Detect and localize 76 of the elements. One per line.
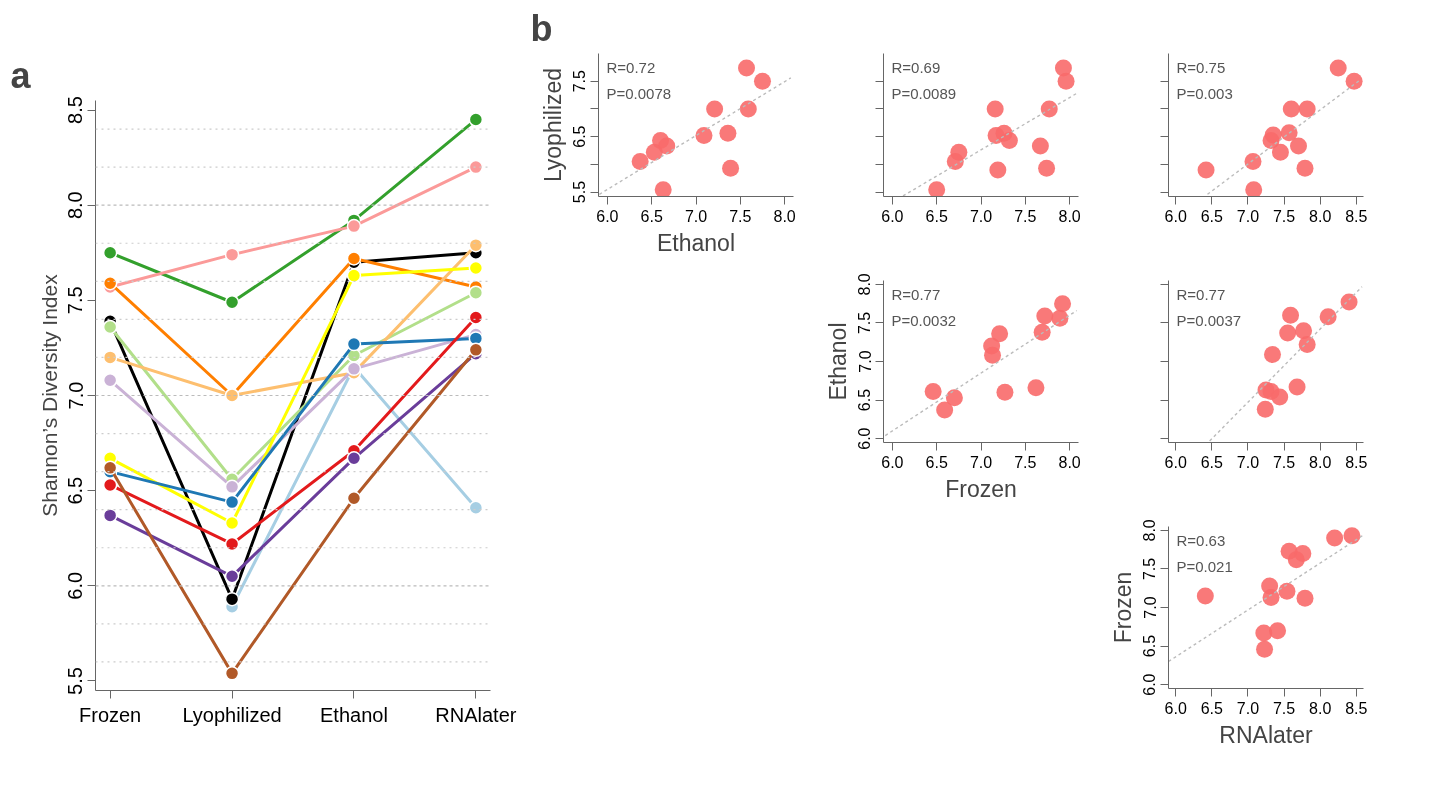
x-tick-label: 7.0 xyxy=(969,453,993,471)
x-tick-label: 6.0 xyxy=(881,207,904,225)
annotation: P=0.021 xyxy=(1176,557,1233,575)
y-tick-label: 5.5 xyxy=(571,180,589,204)
x-tick-label: 8.0 xyxy=(773,207,796,225)
y-tick-label: 7.5 xyxy=(856,311,874,335)
y-tick-label: 6.5 xyxy=(64,476,87,505)
annotation: R=0.69 xyxy=(891,58,941,76)
x-axis-title: Ethanol xyxy=(657,229,736,256)
y-tick-label: 5.5 xyxy=(64,667,87,695)
y-tick-label: 8.0 xyxy=(1141,519,1159,542)
y-tick-label: 7.5 xyxy=(64,286,87,315)
x-tick-label: 7.5 xyxy=(1014,207,1037,225)
x-tick-label: 8.5 xyxy=(1345,453,1368,471)
x-tick-label: RNAlater xyxy=(435,703,517,726)
y-tick-label: 8.5 xyxy=(64,96,87,124)
y-tick-label: 6.5 xyxy=(571,125,589,148)
x-tick-label: 7.5 xyxy=(1014,453,1037,471)
x-tick-label: 6.0 xyxy=(1164,207,1187,225)
annotation: P=0.0089 xyxy=(891,84,957,102)
x-tick-label: 7.5 xyxy=(729,207,752,225)
x-tick-label: 6.5 xyxy=(1200,699,1224,717)
annotation: P=0.0037 xyxy=(1176,311,1242,329)
annotation: R=0.77 xyxy=(1176,285,1226,303)
x-tick-label: 6.5 xyxy=(640,207,663,225)
chart-title: a xyxy=(10,54,32,96)
x-tick-label: 8.5 xyxy=(1345,207,1368,225)
x-tick-label: 6.0 xyxy=(881,453,904,471)
x-tick-label: 6.5 xyxy=(925,207,948,225)
x-tick-label: 8.5 xyxy=(1345,699,1368,717)
y-tick-label: 7.0 xyxy=(1141,596,1159,619)
x-tick-label: 7.5 xyxy=(1272,453,1296,471)
x-tick-label: 7.5 xyxy=(1272,699,1296,717)
x-tick-label: Lyophilized xyxy=(182,703,282,726)
annotation: R=0.75 xyxy=(1176,58,1226,76)
annotation: P=0.003 xyxy=(1176,84,1233,102)
x-tick-label: 6.5 xyxy=(1200,207,1224,225)
y-tick-label: 8.0 xyxy=(856,273,874,296)
x-tick-label: 8.0 xyxy=(1309,699,1332,717)
y-tick-label: 6.0 xyxy=(64,571,87,600)
annotation: R=0.72 xyxy=(606,58,656,76)
x-tick-label: 8.0 xyxy=(1309,453,1332,471)
x-tick-label: 8.0 xyxy=(1058,207,1081,225)
y-tick-label: 6.0 xyxy=(856,427,874,450)
y-tick-label: 7.0 xyxy=(856,350,874,373)
y-tick-label: 7.5 xyxy=(571,69,589,93)
y-axis-title: Shannon’s Diversity Index xyxy=(37,273,61,517)
x-tick-label: Frozen xyxy=(79,703,142,726)
chart-title: b xyxy=(530,7,553,49)
x-tick-label: 6.0 xyxy=(1164,699,1187,717)
x-tick-label: 7.0 xyxy=(1236,207,1260,225)
y-axis-title: Ethanol xyxy=(824,322,851,401)
x-tick-label: 7.0 xyxy=(969,207,993,225)
annotation: P=0.0078 xyxy=(606,84,672,102)
x-tick-label: 7.0 xyxy=(1236,453,1260,471)
x-tick-label: 6.5 xyxy=(1200,453,1224,471)
x-tick-label: 7.5 xyxy=(1272,207,1296,225)
y-tick-label: 7.0 xyxy=(64,381,87,410)
x-tick-label: 7.0 xyxy=(684,207,708,225)
x-tick-label: 8.0 xyxy=(1058,453,1081,471)
x-tick-label: 8.0 xyxy=(1309,207,1332,225)
x-tick-label: Ethanol xyxy=(320,703,388,726)
y-tick-label: 6.5 xyxy=(856,388,874,412)
annotation: R=0.63 xyxy=(1176,531,1226,549)
x-tick-label: 6.5 xyxy=(925,453,948,471)
x-tick-label: 6.0 xyxy=(596,207,619,225)
y-tick-label: 7.5 xyxy=(1141,557,1159,581)
annotation: R=0.77 xyxy=(891,285,941,303)
y-tick-label: 6.0 xyxy=(1141,673,1159,696)
x-tick-label: 7.0 xyxy=(1236,699,1260,717)
annotation: P=0.0032 xyxy=(891,311,957,329)
y-axis-title: Frozen xyxy=(1109,571,1136,644)
x-axis-title: Frozen xyxy=(945,475,1017,502)
y-tick-label: 6.5 xyxy=(1141,634,1159,658)
x-tick-label: 6.0 xyxy=(1164,453,1187,471)
x-axis-title: RNAlater xyxy=(1219,721,1313,748)
